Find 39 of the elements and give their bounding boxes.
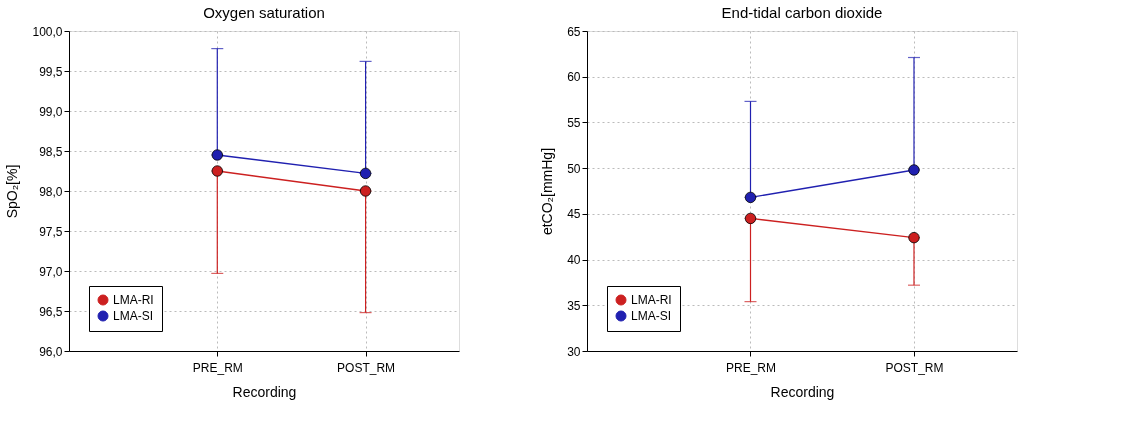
y-tick-label: 98,0 [39,184,63,199]
y-tick-label: 55 [567,115,581,130]
y-tick-label: 30 [567,344,581,359]
point [908,231,920,244]
x-axis-title: Recording [770,383,835,400]
point [359,167,372,180]
x-tick-label: POST_RM [885,360,944,375]
y-tick-label: 100,0 [32,24,63,39]
y-tick-label: 99,0 [39,104,63,119]
point [211,165,223,177]
legend-label: LMA-RI [631,293,672,307]
y-tick-label: 99,5 [39,64,63,79]
chart-title: End-tidal carbon dioxide [721,4,883,21]
y-axis-title: SpO₂[%] [4,164,21,219]
x-axis-title: Recording [232,383,297,400]
y-tick-label: 35 [567,298,581,313]
y-tick-label: 98,5 [39,144,63,159]
x-tick-label: PRE_RM [192,360,243,375]
point [744,191,757,204]
point [744,212,757,225]
point [359,185,372,197]
y-tick-label: 97,0 [39,264,63,279]
y-tick-label: 45 [567,207,581,222]
legend-label: LMA-SI [631,309,672,323]
y-tick-label: 60 [567,70,581,85]
legend-label: LMA-RI [113,293,154,307]
point [211,149,223,161]
y-axis-title: etCO₂[mmHg] [539,147,556,236]
y-tick-label: 96,5 [39,304,63,319]
y-tick-label: 96,0 [39,344,63,359]
y-tick-label: 50 [567,161,581,176]
x-tick-label: PRE_RM [725,360,777,375]
legend-label: LMA-SI [113,309,154,323]
y-tick-label: 65 [567,24,581,39]
y-tick-label: 40 [567,253,581,268]
chart-title: Oxygen saturation [203,4,325,21]
x-tick-label: POST_RM [337,360,396,375]
y-tick-label: 97,5 [39,224,63,239]
point [908,164,920,176]
